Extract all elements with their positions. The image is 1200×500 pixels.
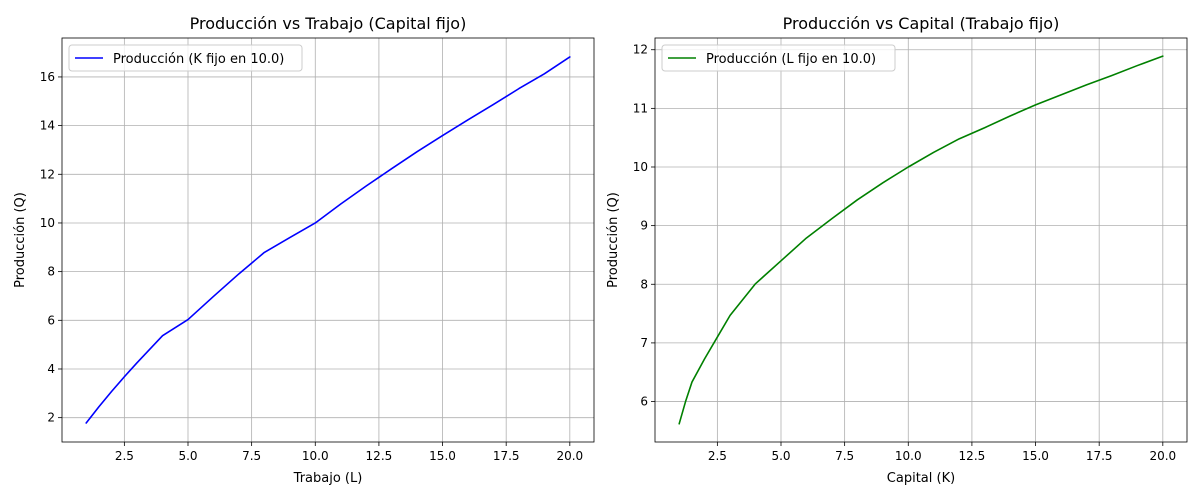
chart-1-legend-box — [68, 44, 303, 72]
chart-2-y-tick-label-7: 12 — [633, 43, 648, 57]
chart-2-x-tick-label-2: 5.0 — [771, 449, 790, 463]
chart-1-y-tick-label-8: 16 — [40, 70, 55, 84]
chart-1-series-line-1 — [85, 56, 571, 424]
chart-1-x-tick-label-8: 20.0 — [556, 449, 583, 463]
chart-1-x-tick-label-4: 10.0 — [302, 449, 329, 463]
chart-2-y-tick-label-3: 8 — [640, 277, 648, 291]
chart-1-y-tick-label-6: 12 — [40, 167, 55, 181]
chart-2-y-tick-label-4: 9 — [640, 219, 648, 233]
chart-2-x-tick-label-4: 10.0 — [895, 449, 922, 463]
chart-2: 2.5 5.0 7.5 10.0 12.5 15.0 17.5 20.0 6 7 8 9 10 11 12 P… — [606, 14, 1188, 486]
chart-1-x-tick-label-5: 12.5 — [366, 449, 393, 463]
chart-2-legend-label-1: Producción (L fijo en 10.0) — [706, 52, 876, 67]
chart-1-x-tick-label-2: 5.0 — [178, 449, 197, 463]
chart-2-x-tick-label-1: 2.5 — [708, 449, 727, 463]
chart-2-y-tick-label-5: 10 — [633, 160, 648, 174]
chart-1-legend: Producción (K fijo en 10.0) — [68, 44, 303, 72]
chart-1-x-tick-label-7: 17.5 — [493, 449, 520, 463]
chart-1-x-tick-label-1: 2.5 — [115, 449, 134, 463]
chart-2-y-tick-label-2: 7 — [640, 336, 648, 350]
chart-1-x-axis-label: Trabajo (L) — [293, 471, 363, 486]
chart-1-y-tick-label-3: 6 — [47, 313, 55, 327]
chart-2-y-axis-label: Producción (Q) — [606, 192, 621, 288]
chart-1-y-tick-label-4: 8 — [47, 265, 55, 279]
chart-2-y-tick-label-1: 6 — [640, 395, 648, 409]
chart-2-x-tick-label-6: 15.0 — [1022, 449, 1049, 463]
chart-2-x-tick-label-7: 17.5 — [1086, 449, 1113, 463]
chart-2-y-tick-label-6: 11 — [633, 101, 648, 115]
chart-2-x-tick-label-3: 7.5 — [835, 449, 854, 463]
chart-2-legend-box — [661, 44, 896, 72]
chart-2-x-axis-label: Capital (K) — [887, 471, 955, 486]
chart-1-y-tick-label-5: 10 — [40, 216, 55, 230]
chart-1-title: Producción vs Trabajo (Capital fijo) — [190, 14, 467, 33]
chart-1-plot-frame — [61, 37, 595, 443]
chart-2-legend: Producción (L fijo en 10.0) — [661, 44, 896, 72]
chart-1-x-tick-label-6: 15.0 — [429, 449, 456, 463]
chart-1: 2.5 5.0 7.5 10.0 12.5 15.0 17.5 20.0 2 4 6 8 10 12 14 1… — [13, 14, 595, 486]
chart-2-title: Producción vs Capital (Trabajo fijo) — [783, 14, 1060, 33]
chart-1-y-tick-label-7: 14 — [40, 119, 55, 133]
chart-1-y-tick-label-1: 2 — [47, 411, 55, 425]
chart-1-y-tick-label-2: 4 — [47, 362, 55, 376]
chart-1-y-axis-label: Producción (Q) — [13, 192, 28, 288]
chart-2-x-tick-label-5: 12.5 — [959, 449, 986, 463]
chart-1-legend-label-1: Producción (K fijo en 10.0) — [113, 52, 284, 67]
chart-2-series-line-1 — [678, 55, 1164, 425]
chart-2-plot-frame — [654, 37, 1188, 443]
chart-2-x-tick-label-8: 20.0 — [1149, 449, 1176, 463]
chart-1-x-tick-label-3: 7.5 — [242, 449, 261, 463]
